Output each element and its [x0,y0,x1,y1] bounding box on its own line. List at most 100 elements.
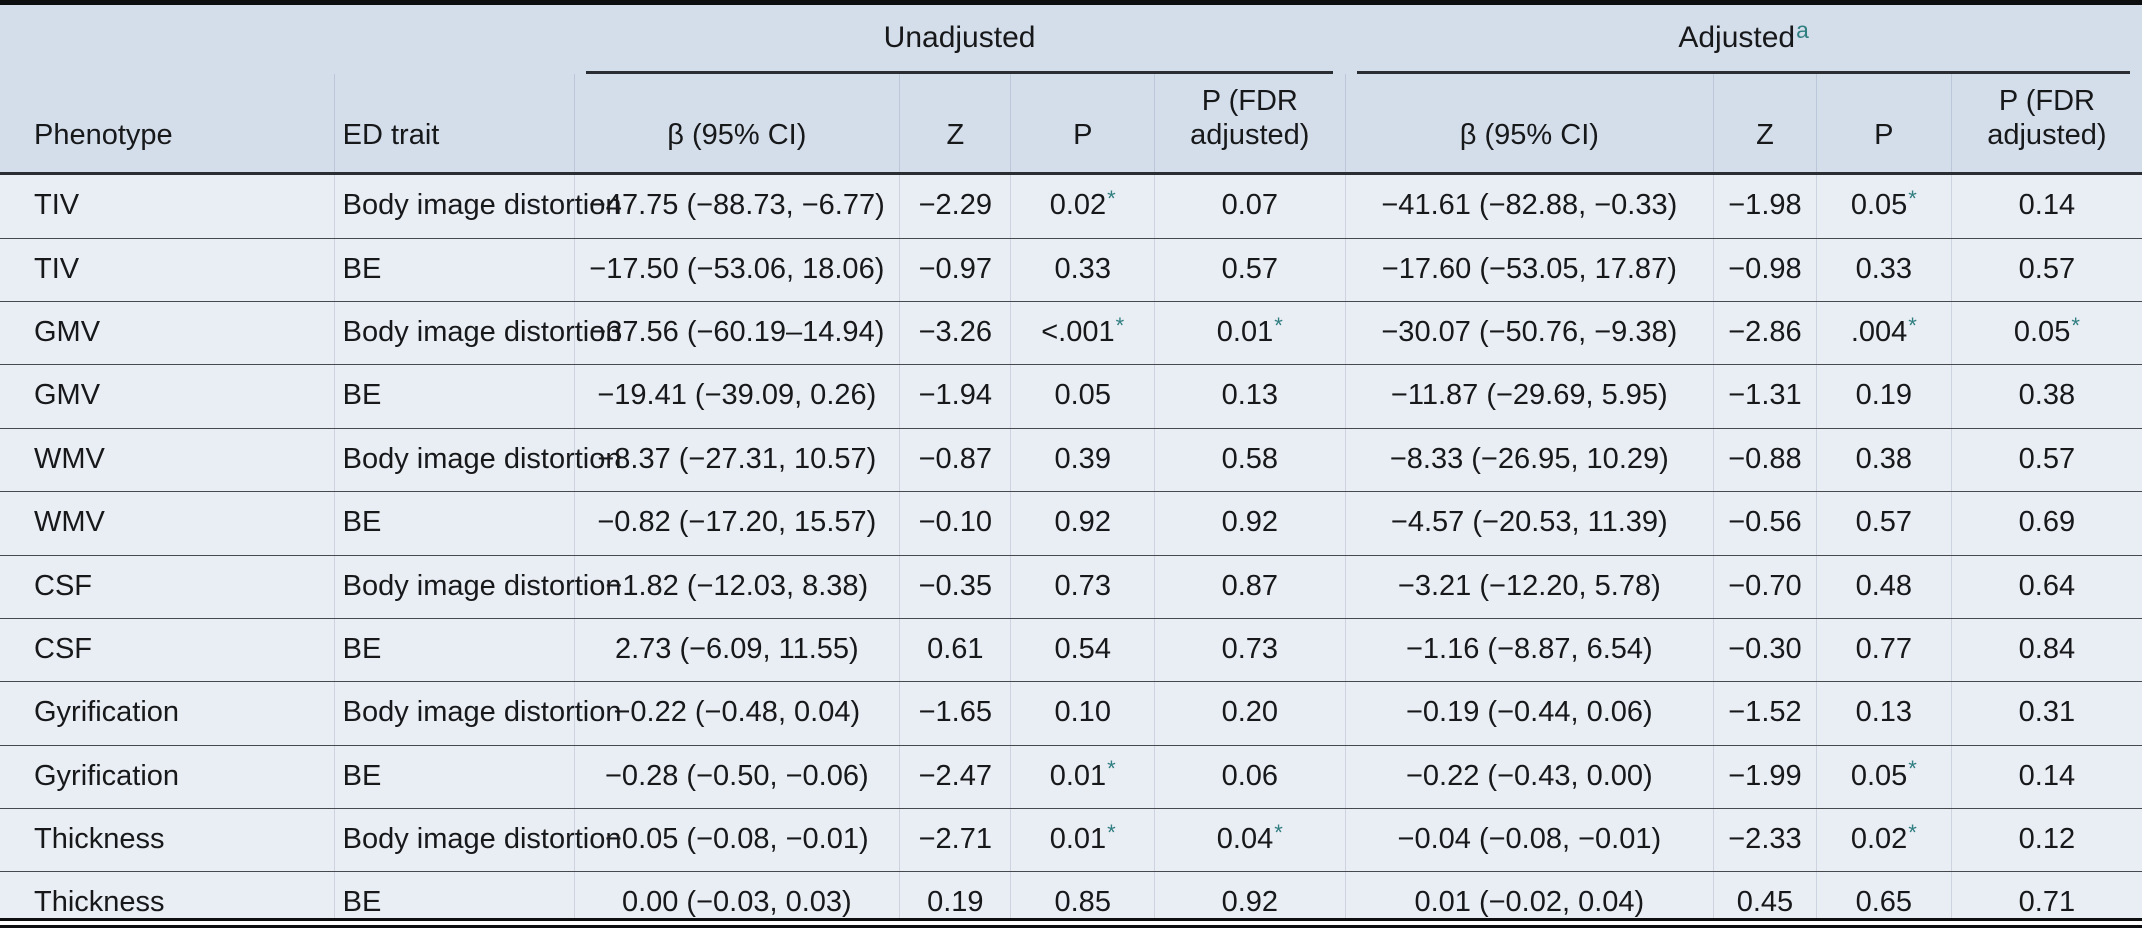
group-header-row: Unadjusted Adjusteda [0,5,2142,74]
unadj-pfdr-cell: 0.92 [1153,871,1346,918]
unadj-z-cell: −3.26 [899,301,1011,366]
significance-star: * [1908,186,1917,212]
unadj-pfdr-cell: 0.04* [1153,808,1346,873]
unadj-p-cell: 0.05 [1010,364,1155,429]
adj-p-cell: 0.38 [1815,428,1952,493]
adj-z-cell: −1.31 [1713,364,1817,429]
ed-trait-cell: BE [333,238,575,303]
phenotype-cell: Gyrification [0,745,335,809]
unadj-pfdr-cell: 0.58 [1153,428,1346,493]
unadj-pfdr-cell: 0.73 [1153,618,1346,683]
phenotype-cell: WMV [0,428,335,493]
adj-z-cell: −1.98 [1713,173,1817,239]
group-spacer [0,5,575,74]
adj-p-cell: 0.05* [1815,173,1952,239]
adj-pfdr-cell: 0.38 [1950,364,2142,429]
col-header-unadj-pfdr: P (FDR adjusted) [1153,74,1346,176]
adj-beta-cell: −8.33 (−26.95, 10.29) [1344,428,1714,493]
significance-star: * [1908,312,1917,338]
table-row: GMV BE −19.41 (−39.09, 0.26) −1.94 0.05 0.13−… [0,364,2142,429]
unadj-beta-cell: 2.73 (−6.09, 11.55) [573,618,900,683]
unadj-z-cell: −0.10 [899,491,1011,556]
unadj-beta-cell: −0.28 (−0.50, −0.06) [573,745,900,809]
phenotype-cell: GMV [0,301,335,366]
unadj-pfdr-cell: 0.13 [1153,364,1346,429]
adj-z-cell: −0.88 [1713,428,1817,493]
table-row: CSF Body image distortion −1.82 (−12.03, 8… [0,555,2142,619]
unadj-beta-cell: −37.56 (−60.19–14.94) [573,301,900,366]
adj-p-cell: 0.77 [1815,618,1952,683]
unadj-z-cell: −0.35 [899,555,1011,619]
adj-beta-cell: −1.16 (−8.87, 6.54) [1344,618,1714,683]
unadj-p-cell: 0.92 [1010,491,1155,556]
unadj-p-cell: 0.01* [1010,808,1155,873]
unadj-z-cell: −2.29 [899,173,1011,239]
unadj-z-cell: −0.87 [899,428,1011,493]
ed-trait-cell: BE [333,745,575,809]
significance-star: * [1274,312,1283,338]
adj-z-cell: −0.70 [1713,555,1817,619]
adj-pfdr-cell: 0.57 [1950,428,2142,493]
significance-star: * [1107,186,1116,212]
unadj-p-cell: 0.02* [1010,173,1155,239]
adj-p-cell: 0.19 [1815,364,1952,429]
adj-p-cell: 0.02* [1815,808,1952,873]
adj-z-cell: −1.99 [1713,745,1817,809]
table-row: CSF BE 2.73 (−6.09, 11.55) 0.61 0.54 0.73 −1.1… [0,618,2142,683]
adj-p-cell: .004* [1815,301,1952,366]
adj-z-cell: 0.45 [1713,871,1817,918]
col-header-adj-pfdr: P (FDR adjusted) [1950,74,2142,176]
unadj-pfdr-cell: 0.06 [1153,745,1346,809]
adj-z-cell: −0.56 [1713,491,1817,556]
adj-beta-cell: −30.07 (−50.76, −9.38) [1344,301,1714,366]
footnote-mark-a: a [1796,17,1809,44]
phenotype-cell: CSF [0,555,335,619]
adj-beta-cell: −3.21 (−12.20, 5.78) [1344,555,1714,619]
adj-beta-cell: −0.04 (−0.08, −0.01) [1344,808,1714,873]
unadj-beta-cell: −19.41 (−39.09, 0.26) [573,364,900,429]
phenotype-cell: TIV [0,173,335,239]
col-header-unadj-beta: β (95% CI) [573,74,900,176]
adj-p-cell: 0.05* [1815,745,1952,809]
adj-pfdr-cell: 0.71 [1950,871,2142,918]
ed-trait-cell: BE [333,871,575,918]
unadj-pfdr-cell: 0.20 [1153,681,1346,746]
adj-z-cell: −2.86 [1713,301,1817,366]
group-header-adjusted: Adjusteda [1345,5,2142,74]
column-header-row: Phenotype ED trait β (95% CI) Z P P (FDR… [0,74,2142,176]
adj-p-cell: 0.33 [1815,238,1952,303]
col-header-unadj-p: P [1010,74,1155,176]
significance-star: * [1107,819,1116,845]
ed-trait-cell: Body image distortion [333,301,622,366]
unadj-pfdr-cell: 0.01* [1153,301,1346,366]
adj-p-cell: 0.48 [1815,555,1952,619]
significance-star: * [1274,819,1283,845]
phenotype-cell: Gyrification [0,681,335,746]
phenotype-cell: WMV [0,491,335,556]
unadj-p-cell: 0.33 [1010,238,1155,303]
phenotype-cell: CSF [0,618,335,683]
adj-z-cell: −0.98 [1713,238,1817,303]
adj-beta-cell: −41.61 (−82.88, −0.33) [1344,173,1714,239]
ed-trait-cell: Body image distortion [333,681,622,746]
unadj-z-cell: −2.47 [899,745,1011,809]
ed-trait-cell: Body image distortion [333,555,622,619]
unadj-z-cell: 0.19 [899,871,1011,918]
significance-star: * [1107,756,1116,782]
group-header-unadjusted: Unadjusted [574,5,1346,74]
unadj-z-cell: −1.94 [899,364,1011,429]
unadj-pfdr-cell: 0.57 [1153,238,1346,303]
adj-pfdr-cell: 0.05* [1950,301,2142,366]
adj-beta-cell: −0.19 (−0.44, 0.06) [1344,681,1714,746]
table-row: Gyrification BE −0.28 (−0.50, −0.06) −2.47 0… [0,745,2142,809]
unadjusted-label: Unadjusted [883,21,1036,54]
adj-p-cell: 0.13 [1815,681,1952,746]
adj-pfdr-cell: 0.69 [1950,491,2142,556]
col-header-adj-beta: β (95% CI) [1344,74,1714,176]
col-header-adj-p: P [1815,74,1952,176]
col-header-ed-trait: ED trait [333,74,575,176]
unadj-p-cell: <.001* [1010,301,1155,366]
unadj-beta-cell: −47.75 (−88.73, −6.77) [573,173,900,239]
unadj-beta-cell: −0.05 (−0.08, −0.01) [573,808,900,873]
table-row: TIV BE −17.50 (−53.06, 18.06) −0.97 0.33 0.57… [0,238,2142,303]
